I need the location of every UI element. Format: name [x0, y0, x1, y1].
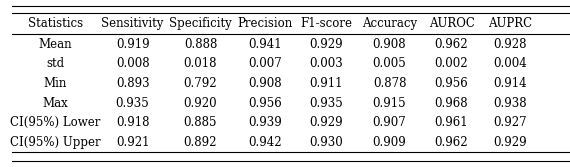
Text: 0.928: 0.928	[493, 38, 527, 51]
Text: 0.885: 0.885	[184, 116, 217, 129]
Text: 0.935: 0.935	[116, 97, 149, 110]
Text: 0.938: 0.938	[493, 97, 527, 110]
Text: 0.907: 0.907	[373, 116, 406, 129]
Text: 0.918: 0.918	[116, 116, 149, 129]
Text: Sensitivity: Sensitivity	[101, 17, 164, 30]
Text: 0.941: 0.941	[248, 38, 282, 51]
Text: 0.929: 0.929	[310, 116, 343, 129]
Text: 0.915: 0.915	[373, 97, 406, 110]
Text: 0.878: 0.878	[373, 77, 406, 90]
Text: 0.961: 0.961	[435, 116, 469, 129]
Text: 0.919: 0.919	[116, 38, 149, 51]
Text: 0.908: 0.908	[248, 77, 282, 90]
Text: F1-score: F1-score	[300, 17, 352, 30]
Text: 0.792: 0.792	[184, 77, 217, 90]
Text: 0.962: 0.962	[435, 136, 469, 149]
Text: 0.004: 0.004	[493, 57, 527, 70]
Text: Precision: Precision	[237, 17, 292, 30]
Text: Statistics: Statistics	[28, 17, 83, 30]
Text: 0.942: 0.942	[248, 136, 282, 149]
Text: AUPRC: AUPRC	[488, 17, 532, 30]
Text: 0.962: 0.962	[435, 38, 469, 51]
Text: Accuracy: Accuracy	[362, 17, 417, 30]
Text: AUROC: AUROC	[429, 17, 474, 30]
Text: 0.929: 0.929	[493, 136, 527, 149]
Text: 0.007: 0.007	[248, 57, 282, 70]
Text: 0.911: 0.911	[310, 77, 343, 90]
Text: 0.003: 0.003	[310, 57, 343, 70]
Text: 0.909: 0.909	[373, 136, 406, 149]
Text: 0.927: 0.927	[493, 116, 527, 129]
Text: CI(95%) Upper: CI(95%) Upper	[10, 136, 101, 149]
Text: 0.956: 0.956	[435, 77, 469, 90]
Text: 0.935: 0.935	[310, 97, 343, 110]
Text: 0.888: 0.888	[184, 38, 217, 51]
Text: 0.008: 0.008	[116, 57, 149, 70]
Text: 0.018: 0.018	[184, 57, 217, 70]
Text: 0.968: 0.968	[435, 97, 469, 110]
Text: 0.930: 0.930	[310, 136, 343, 149]
Text: 0.914: 0.914	[493, 77, 527, 90]
Text: 0.002: 0.002	[435, 57, 469, 70]
Text: Min: Min	[44, 77, 67, 90]
Text: std: std	[47, 57, 64, 70]
Text: CI(95%) Lower: CI(95%) Lower	[10, 116, 101, 129]
Text: 0.956: 0.956	[248, 97, 282, 110]
Text: 0.920: 0.920	[184, 97, 217, 110]
Text: 0.893: 0.893	[116, 77, 149, 90]
Text: 0.939: 0.939	[248, 116, 282, 129]
Text: 0.908: 0.908	[373, 38, 406, 51]
Text: Specificity: Specificity	[169, 17, 232, 30]
Text: Mean: Mean	[39, 38, 72, 51]
Text: 0.005: 0.005	[373, 57, 406, 70]
Text: Max: Max	[43, 97, 68, 110]
Text: 0.892: 0.892	[184, 136, 217, 149]
Text: 0.929: 0.929	[310, 38, 343, 51]
Text: 0.921: 0.921	[116, 136, 149, 149]
